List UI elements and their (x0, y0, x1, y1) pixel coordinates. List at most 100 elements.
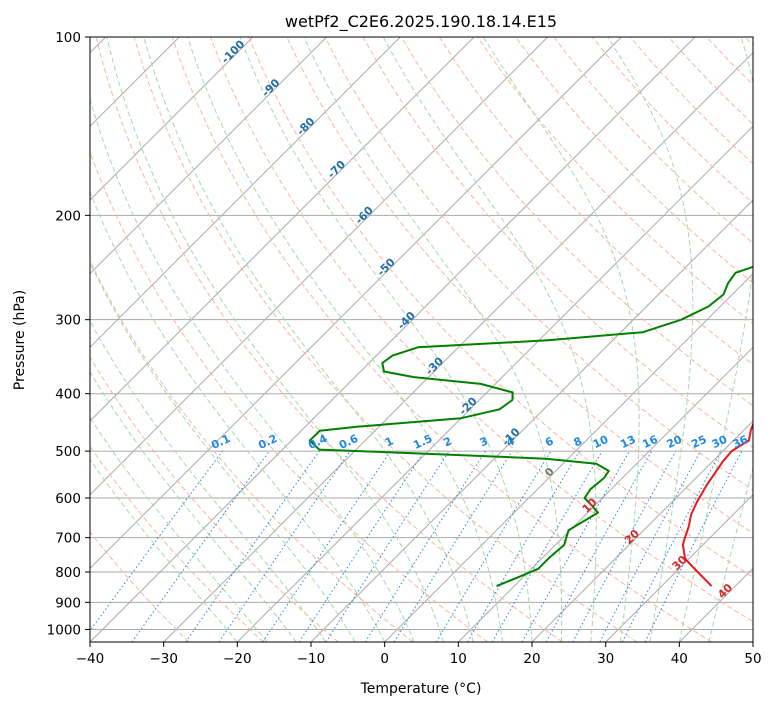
y-axis-label: Pressure (hPa) (12, 290, 28, 390)
isotherm-label: -60 (353, 204, 376, 227)
isotherm-label: -90 (259, 76, 282, 99)
y-tick-label: 300 (55, 313, 81, 329)
moist-adiabat-line (90, 320, 327, 642)
mixing-ratio-label: 13 (618, 433, 637, 451)
isotherm-line (90, 37, 549, 496)
moist-adiabat-line (90, 458, 238, 642)
dry-adiabat-line (95, 37, 563, 642)
isotherm-line (163, 51, 753, 642)
moist-adiabat-line (382, 37, 597, 642)
y-tick-label: 1000 (47, 622, 81, 638)
dry-adiabat-line (400, 37, 753, 407)
dry-adiabat-line (210, 37, 753, 623)
mixing-ratio-line (218, 450, 351, 642)
mixing-ratio-label: 16 (640, 433, 660, 451)
mixing-ratio-label: 8 (572, 434, 584, 449)
x-tick-label: −30 (149, 651, 178, 667)
temperature-line (681, 421, 753, 587)
mixing-ratio-line (90, 450, 223, 632)
mixing-ratio-line (572, 450, 677, 642)
y-tick-label: 700 (55, 531, 81, 547)
series-layer (308, 265, 753, 588)
isotherm-line (90, 37, 328, 275)
isotherm-line (531, 420, 753, 642)
moist-adiabat-line (90, 190, 386, 642)
mixing-ratio-line (262, 450, 392, 642)
mixing-ratio-line (325, 450, 450, 642)
mixing-ratio-label: 0.1 (209, 432, 232, 452)
dry-adiabat-line (90, 445, 264, 642)
background-lines (90, 37, 753, 642)
mixing-ratio-line (298, 450, 425, 642)
x-tick-label: −40 (76, 651, 105, 667)
moist-adiabat-line (90, 261, 356, 642)
mixing-ratio-label: 3 (478, 434, 490, 449)
dry-adiabat-line (90, 356, 339, 642)
dry-adiabat-line (90, 150, 488, 642)
isotherm-line (678, 567, 753, 642)
moist-adiabat-line (678, 37, 753, 642)
moist-adiabat-line (90, 416, 268, 642)
dry-adiabat-line (171, 37, 712, 642)
mixing-ratio-line (521, 450, 630, 642)
isotherm-line (90, 37, 696, 642)
dry-adiabat-line (744, 37, 753, 47)
plot-frame (89, 36, 754, 643)
dry-adiabat-line (248, 37, 753, 578)
mixing-ratio-line (393, 450, 513, 642)
isotherm-line (90, 37, 254, 201)
isotherm-line (457, 346, 753, 642)
x-tick-label: 30 (597, 651, 614, 667)
chart-title: wetPf2_C2E6.2025.190.18.14.E15 (285, 12, 557, 32)
x-tick-label: −10 (297, 651, 326, 667)
isotherm-label: -100 (219, 37, 248, 66)
mixing-ratio-line (131, 450, 270, 642)
dry-adiabat-line (438, 37, 753, 366)
x-tick-label: 20 (523, 651, 540, 667)
mixing-ratio-label: 30 (710, 433, 730, 451)
y-tick-label: 500 (55, 444, 81, 460)
moist-adiabat-line (482, 37, 640, 642)
isotherm-label: -80 (294, 115, 317, 138)
dry-adiabat-line (90, 531, 190, 642)
x-axis-label: Temperature (°C) (360, 681, 482, 697)
dewpoint-line (308, 265, 753, 588)
mixing-ratio-label: 10 (591, 433, 611, 451)
isotherm-label: 30 (670, 553, 690, 573)
moist-adiabat-line (106, 37, 445, 642)
x-tick-label: 0 (380, 651, 389, 667)
x-tick-label: −20 (223, 651, 252, 667)
isotherm-line (90, 37, 475, 422)
mixing-ratio-label: 36 (731, 433, 751, 451)
dry-adiabat-line (90, 259, 414, 642)
isotherm-label: -30 (423, 354, 446, 377)
mixing-ratio-label: 20 (665, 433, 685, 451)
y-tick-label: 900 (55, 595, 81, 611)
y-tick-label: 200 (55, 208, 81, 224)
x-tick-label: 50 (744, 651, 761, 667)
mixing-ratio-line (644, 450, 743, 642)
moist-adiabat-line (607, 37, 694, 642)
isotherm-line (384, 272, 753, 642)
x-tick-label: 10 (450, 651, 467, 667)
isotherm-label: -70 (325, 158, 348, 181)
mixing-ratio-label: 6 (543, 434, 556, 449)
dry-adiabat-line (706, 37, 753, 86)
mixing-ratio-label: 25 (689, 433, 708, 451)
axis-ticks: −40 −30 −20 −10 0 10 20 30 40 5010020030040050060… (47, 30, 762, 667)
moist-adiabat-line (708, 466, 753, 642)
x-tick-label: 40 (671, 651, 688, 667)
moist-adiabat-line (239, 37, 533, 642)
isotherm-line (752, 641, 753, 642)
moist-adiabat-line (187, 37, 503, 642)
mixing-ratio-line (545, 450, 653, 642)
isotherm-label: 20 (622, 527, 642, 547)
isotherm-line (90, 37, 622, 570)
moist-adiabat-line (143, 37, 474, 642)
y-tick-label: 600 (55, 491, 81, 507)
isotherm-line (236, 125, 753, 642)
y-tick-label: 400 (55, 387, 81, 403)
isotherm-label: -10 (499, 425, 522, 448)
mixing-ratio-label: 1 (383, 434, 395, 449)
